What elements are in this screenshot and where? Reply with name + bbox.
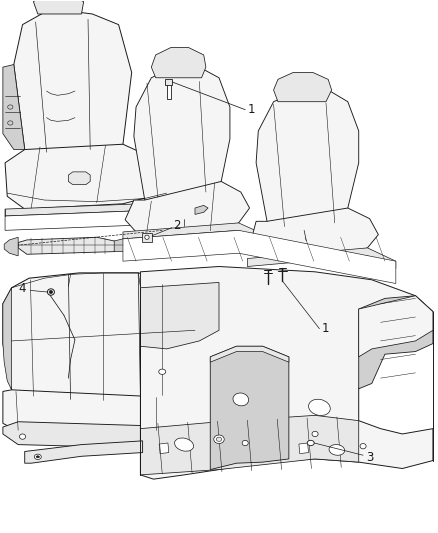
Polygon shape xyxy=(125,181,250,232)
Ellipse shape xyxy=(8,121,13,125)
Ellipse shape xyxy=(214,435,224,443)
Polygon shape xyxy=(134,67,230,203)
Polygon shape xyxy=(3,64,25,150)
Polygon shape xyxy=(210,346,289,470)
Polygon shape xyxy=(299,443,308,454)
Polygon shape xyxy=(247,248,396,269)
Ellipse shape xyxy=(175,438,194,451)
Polygon shape xyxy=(5,204,184,225)
Polygon shape xyxy=(274,72,332,102)
Polygon shape xyxy=(256,90,359,230)
Ellipse shape xyxy=(8,105,13,109)
Polygon shape xyxy=(5,144,175,209)
Ellipse shape xyxy=(47,289,54,295)
Ellipse shape xyxy=(233,393,249,406)
Polygon shape xyxy=(159,443,169,454)
Polygon shape xyxy=(141,415,359,475)
Polygon shape xyxy=(3,422,193,448)
Polygon shape xyxy=(151,47,206,78)
Polygon shape xyxy=(3,273,195,402)
Ellipse shape xyxy=(307,440,314,446)
Polygon shape xyxy=(166,82,171,99)
Ellipse shape xyxy=(49,290,53,294)
Polygon shape xyxy=(123,230,396,284)
Polygon shape xyxy=(5,211,228,246)
Text: 3: 3 xyxy=(366,451,373,464)
Text: 1: 1 xyxy=(247,103,255,116)
Text: 2: 2 xyxy=(173,219,180,231)
Polygon shape xyxy=(195,205,208,214)
Text: 4: 4 xyxy=(18,282,26,295)
Polygon shape xyxy=(33,0,84,14)
Ellipse shape xyxy=(36,456,39,458)
Polygon shape xyxy=(68,172,90,184)
Polygon shape xyxy=(359,296,433,389)
Text: 1: 1 xyxy=(321,322,329,335)
Polygon shape xyxy=(3,288,12,390)
Ellipse shape xyxy=(19,434,25,439)
Polygon shape xyxy=(114,239,130,252)
Ellipse shape xyxy=(242,440,248,446)
Ellipse shape xyxy=(360,443,366,449)
Polygon shape xyxy=(123,223,267,243)
Polygon shape xyxy=(359,296,433,357)
Polygon shape xyxy=(18,237,123,254)
Polygon shape xyxy=(141,282,219,349)
Ellipse shape xyxy=(159,369,166,374)
Ellipse shape xyxy=(34,454,41,459)
Ellipse shape xyxy=(329,445,345,455)
Ellipse shape xyxy=(312,431,318,437)
Ellipse shape xyxy=(145,235,149,239)
Polygon shape xyxy=(25,441,143,463)
Polygon shape xyxy=(250,208,378,259)
Ellipse shape xyxy=(216,437,222,441)
Polygon shape xyxy=(141,266,433,479)
Ellipse shape xyxy=(309,399,330,416)
Polygon shape xyxy=(4,237,18,256)
Polygon shape xyxy=(3,390,193,434)
Polygon shape xyxy=(142,233,152,241)
Polygon shape xyxy=(210,346,289,362)
Polygon shape xyxy=(14,9,132,163)
Polygon shape xyxy=(165,79,172,85)
